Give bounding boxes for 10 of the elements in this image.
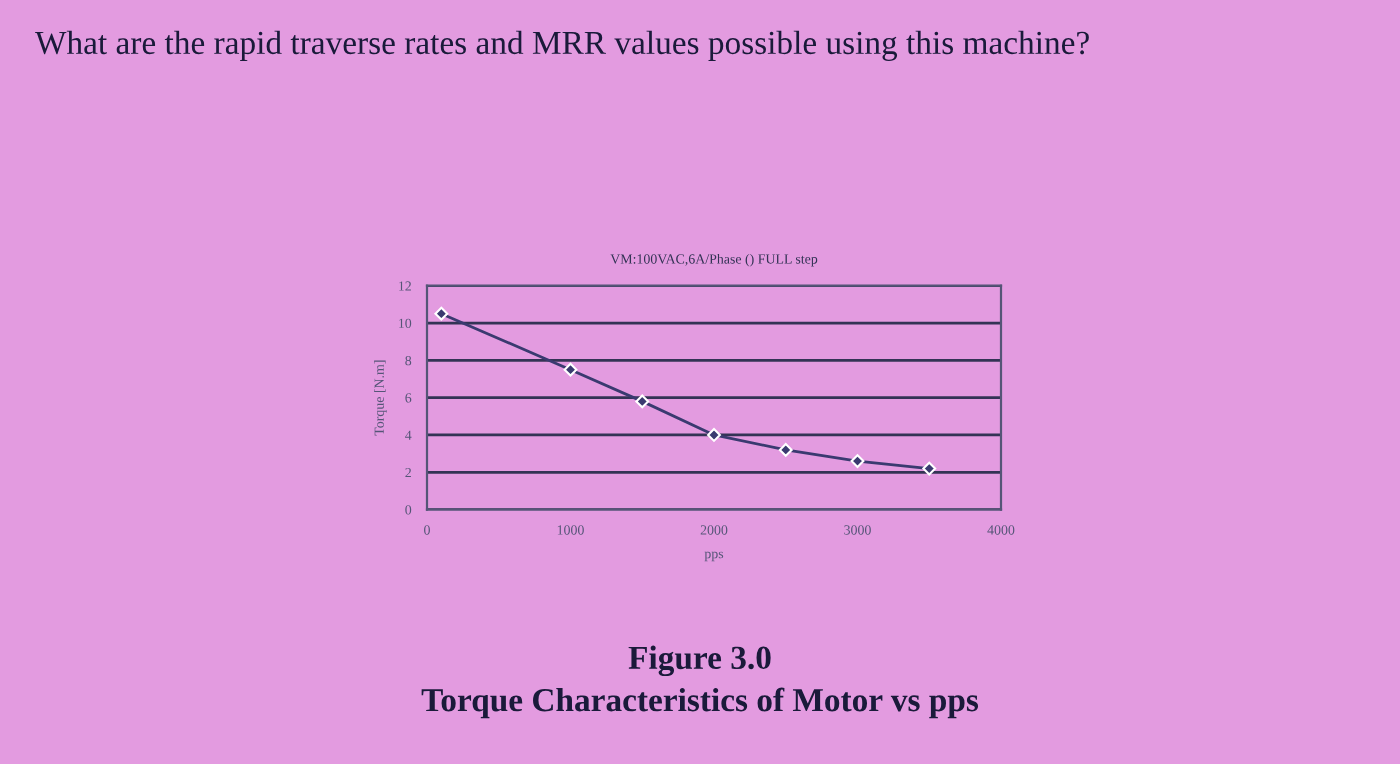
point: [850, 454, 865, 469]
point: [778, 442, 793, 457]
text: Torque Characteristics of Motor vs pps: [421, 687, 979, 719]
point: [707, 428, 721, 442]
text: What are the rapid traverse rates and MRR values possible using this machine?: [35, 30, 1089, 61]
point: [434, 306, 449, 321]
point: [563, 362, 578, 377]
caption: Figure 3.0: [628, 645, 771, 677]
point: [922, 461, 937, 476]
point: [635, 394, 650, 409]
